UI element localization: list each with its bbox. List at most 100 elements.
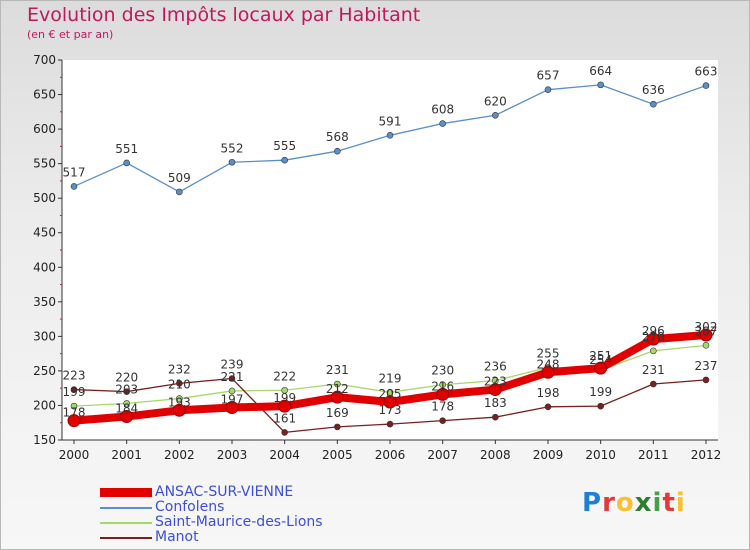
data-point [281, 429, 288, 436]
data-label: 173 [379, 403, 402, 417]
proxiti-logo: Proxiti [582, 488, 686, 518]
data-label: 169 [326, 406, 349, 420]
legend-swatch-saint-maurice [100, 522, 152, 524]
data-label: 664 [589, 64, 612, 78]
plot-area [62, 60, 718, 440]
data-point [334, 423, 341, 431]
data-label: 212 [326, 382, 349, 396]
legend-item-manot: Manot [100, 529, 360, 546]
data-point [172, 403, 186, 417]
legend-swatch-manot [100, 537, 152, 539]
logo-letter: r [602, 488, 616, 518]
y-tick-label: 300 [33, 329, 56, 343]
x-tick-label: 2007 [427, 448, 458, 462]
data-label: 221 [221, 370, 244, 384]
data-point [228, 158, 236, 166]
logo-letter: t [662, 488, 676, 518]
data-label: 254 [589, 353, 612, 367]
data-label: 517 [63, 165, 86, 179]
x-tick-label: 2000 [59, 448, 90, 462]
data-label: 199 [273, 391, 296, 405]
x-tick-label: 2008 [480, 448, 511, 462]
legend-swatch-confolens [100, 507, 152, 509]
data-label: 178 [63, 406, 86, 420]
y-tick-label: 200 [33, 398, 56, 412]
data-point [123, 159, 130, 167]
data-point [436, 387, 450, 401]
data-point [597, 81, 604, 89]
data-point [123, 400, 130, 407]
data-point [386, 389, 394, 396]
data-point [70, 183, 78, 190]
data-label: 198 [537, 386, 560, 400]
data-label: 591 [379, 114, 402, 128]
data-point [228, 375, 236, 382]
data-label: 199 [589, 385, 612, 399]
legend-swatch-ansac [100, 488, 152, 497]
data-point [439, 417, 446, 424]
data-label: 551 [115, 142, 138, 156]
data-label: 620 [484, 94, 507, 108]
logo-letter: i [675, 488, 686, 518]
legend-item-saint-maurice: Saint-Maurice-des-Lions [100, 514, 360, 531]
data-point [439, 120, 446, 127]
data-label: 193 [168, 395, 191, 409]
data-label: 161 [273, 411, 296, 425]
data-point [176, 395, 183, 402]
data-point [492, 413, 499, 421]
data-point [70, 402, 78, 410]
x-tick-label: 2009 [533, 448, 564, 462]
data-label: 251 [589, 349, 612, 363]
data-label: 222 [273, 369, 296, 383]
x-tick-label: 2006 [375, 448, 406, 462]
data-point [650, 100, 657, 108]
data-label: 216 [431, 379, 454, 393]
legend-label-saint-maurice: Saint-Maurice-des-Lions [155, 514, 323, 530]
data-label: 663 [695, 65, 718, 79]
data-label: 197 [221, 393, 244, 407]
x-tick-label: 2001 [111, 448, 142, 462]
legend: ANSAC-SUR-VIENNE Confolens Saint-Maurice… [100, 484, 360, 546]
data-point [278, 399, 292, 413]
data-point [334, 380, 341, 388]
legend-label-confolens: Confolens [155, 499, 225, 515]
data-label: 255 [537, 346, 560, 360]
y-tick-label: 250 [33, 364, 56, 378]
data-point [597, 402, 604, 410]
x-tick-label: 2005 [322, 448, 353, 462]
data-label: 223 [484, 375, 507, 389]
data-label: 231 [642, 363, 665, 377]
data-label: 219 [379, 371, 402, 385]
legend-item-confolens: Confolens [100, 499, 360, 516]
data-point [702, 342, 710, 349]
x-tick-label: 2003 [217, 448, 248, 462]
data-label: 203 [115, 382, 138, 396]
legend-item-ansac: ANSAC-SUR-VIENNE [100, 484, 360, 501]
data-point [492, 111, 499, 119]
data-point [650, 347, 657, 355]
y-tick-label: 600 [33, 122, 56, 136]
data-point [225, 401, 239, 415]
data-point [650, 380, 657, 388]
data-point [702, 82, 710, 89]
y-tick-label: 350 [33, 295, 56, 309]
data-point [67, 414, 81, 428]
data-label: 183 [484, 396, 507, 410]
data-point [281, 156, 288, 164]
data-label: 236 [484, 360, 507, 374]
data-label: 296 [642, 324, 665, 338]
data-point [702, 376, 710, 384]
x-tick-label: 2011 [638, 448, 669, 462]
data-label: 199 [63, 385, 86, 399]
logo-letter: x [634, 488, 653, 518]
chart-title: Evolution des Impôts locaux par Habitant [27, 4, 421, 26]
chart-subtitle: (en € et par an) [27, 28, 114, 41]
y-tick-label: 150 [33, 433, 56, 447]
data-point [541, 365, 555, 379]
data-label: 205 [379, 387, 402, 401]
data-label: 279 [642, 330, 665, 344]
data-label: 287 [695, 324, 718, 338]
data-point [386, 132, 394, 139]
y-tick-label: 700 [33, 53, 56, 67]
x-tick-label: 2002 [164, 448, 195, 462]
